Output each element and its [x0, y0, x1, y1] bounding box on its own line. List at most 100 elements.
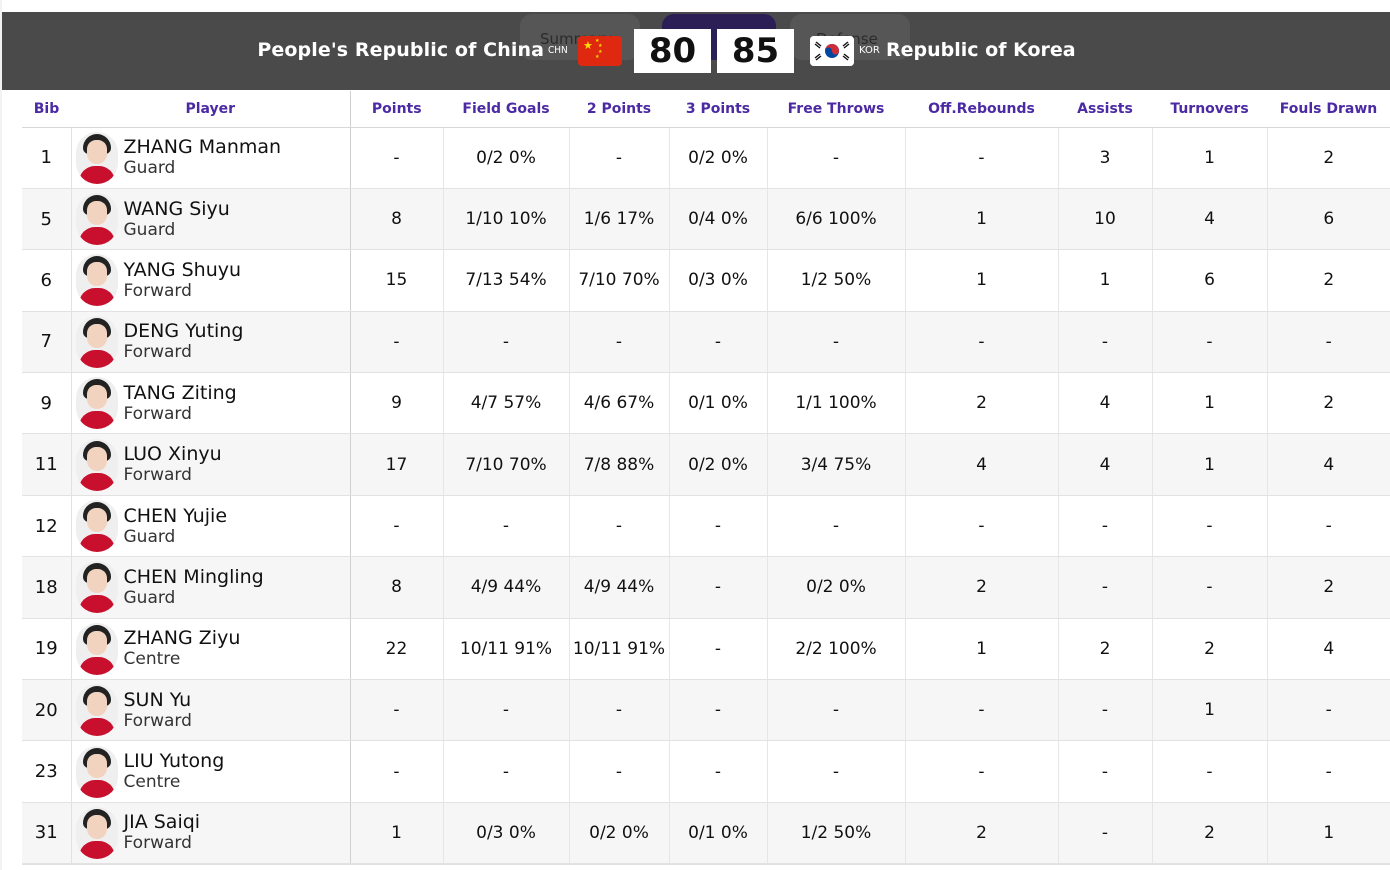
points-cell: 17 — [350, 433, 444, 496]
column-header-assists[interactable]: Assists — [1058, 91, 1152, 128]
points-cell: - — [350, 127, 444, 189]
player-name[interactable]: WANG Siyu — [123, 197, 230, 220]
player-cell[interactable]: TANG Ziting Forward — [71, 372, 351, 435]
points-cell: 22 — [350, 618, 444, 681]
player-photo-avatar — [75, 745, 118, 798]
fouls-drawn-cell: - — [1267, 740, 1390, 803]
player-text: CHEN Mingling Guard — [124, 566, 264, 609]
player-cell[interactable]: WANG Siyu Guard — [71, 188, 351, 251]
field-goals-cell: 7/10 70% — [443, 433, 570, 496]
face-shape — [86, 139, 107, 164]
player-cell[interactable]: ZHANG Manman Guard — [71, 127, 351, 189]
player-cell[interactable]: LUO Xinyu Forward — [71, 433, 351, 496]
player-name[interactable]: LIU Yutong — [123, 750, 225, 773]
player-cell[interactable]: SUN Yu Forward — [71, 679, 351, 742]
off-rebounds-cell: - — [905, 127, 1059, 189]
face-shape — [86, 630, 107, 655]
player-name[interactable]: DENG Yuting — [123, 320, 244, 343]
bib-cell: 6 — [22, 249, 72, 312]
table-row: 31 JIA Saiqi Forward 1 0/3 0% 0/2 0% 0/1 0% 1/2… — [22, 802, 1390, 865]
player-cell[interactable]: JIA Saiqi Forward — [71, 802, 351, 865]
jersey-shape — [78, 718, 115, 737]
fouls-drawn-cell: 2 — [1267, 127, 1390, 189]
column-header-fouls-drawn[interactable]: Fouls Drawn — [1267, 91, 1390, 128]
two-points-cell: - — [569, 311, 670, 374]
player-name[interactable]: SUN Yu — [123, 688, 192, 711]
bib-cell: 19 — [22, 618, 72, 681]
player-name[interactable]: ZHANG Ziyu — [123, 627, 241, 650]
player-name[interactable]: LUO Xinyu — [123, 443, 222, 466]
table-row: 11 LUO Xinyu Forward 17 7/10 70% 7/8 88% 0/2 0… — [22, 433, 1390, 496]
player-info: ZHANG Ziyu Centre — [75, 619, 350, 679]
field-goals-cell: 1/10 10% — [443, 188, 570, 251]
player-position: Centre — [123, 772, 181, 793]
column-header-free-throws[interactable]: Free Throws — [767, 91, 905, 128]
jersey-shape — [78, 349, 115, 368]
column-header-field-goals[interactable]: Field Goals — [443, 91, 569, 128]
player-cell[interactable]: ZHANG Ziyu Centre — [71, 618, 351, 681]
player-cell[interactable]: YANG Shuyu Forward — [71, 249, 351, 312]
player-cell[interactable]: DENG Yuting Forward — [71, 311, 351, 374]
three-points-cell: - — [669, 618, 768, 681]
player-info: CHEN Mingling Guard — [75, 557, 350, 617]
jersey-shape — [78, 165, 115, 184]
free-throws-cell: - — [767, 679, 906, 742]
player-name[interactable]: YANG Shuyu — [123, 258, 242, 281]
fouls-drawn-cell: 2 — [1267, 556, 1390, 619]
player-photo-avatar — [75, 500, 118, 553]
table-row: 19 ZHANG Ziyu Centre 22 10/11 91% 10/11 91% -2… — [22, 618, 1390, 681]
player-cell[interactable]: CHEN Mingling Guard — [71, 556, 351, 619]
column-header-player[interactable]: Player — [71, 91, 351, 128]
player-position: Guard — [123, 526, 176, 547]
free-throws-cell: 1/1 100% — [767, 372, 906, 435]
column-header-bib[interactable]: Bib — [22, 91, 71, 128]
assists-cell: - — [1058, 495, 1153, 558]
fouls-drawn-cell: 1 — [1267, 802, 1390, 865]
assists-cell: 1 — [1058, 249, 1153, 312]
player-name[interactable]: TANG Ziting — [123, 381, 237, 404]
face-shape — [86, 446, 107, 471]
table-row: 6 YANG Shuyu Forward 15 7/13 54% 7/10 70% 0/3 … — [22, 249, 1390, 312]
jersey-shape — [78, 288, 115, 307]
player-cell[interactable]: CHEN Yujie Guard — [71, 495, 351, 558]
points-cell: - — [350, 311, 444, 374]
column-header-2-points[interactable]: 2 Points — [569, 91, 669, 128]
face-shape — [86, 508, 107, 533]
face-shape — [86, 262, 107, 287]
player-name[interactable]: JIA Saiqi — [123, 811, 201, 834]
team-left-code: CHN — [548, 45, 568, 56]
three-points-cell: - — [669, 679, 768, 742]
player-cell[interactable]: LIU Yutong Centre — [71, 740, 351, 803]
assists-cell: 3 — [1058, 127, 1153, 189]
jersey-shape — [78, 840, 115, 859]
points-cell: - — [350, 495, 444, 558]
player-name[interactable]: CHEN Mingling — [123, 565, 264, 588]
free-throws-cell: 1/2 50% — [767, 802, 906, 865]
off-rebounds-cell: - — [905, 679, 1059, 742]
team-right-name: Republic of Korea — [886, 39, 1076, 61]
two-points-cell: 1/6 17% — [569, 188, 670, 251]
table-row: 23 LIU Yutong Centre - - - - - - - - - — [22, 740, 1390, 803]
player-position: Forward — [123, 833, 192, 854]
table-row: 20 SUN Yu Forward - - - - - - -1- — [22, 679, 1390, 742]
turnovers-cell: 2 — [1152, 618, 1268, 681]
column-header-3-points[interactable]: 3 Points — [669, 91, 767, 128]
column-header-off-rebounds[interactable]: Off.Rebounds — [905, 91, 1058, 128]
free-throws-cell: 1/2 50% — [767, 249, 906, 312]
bib-cell: 7 — [22, 311, 72, 374]
points-cell: 9 — [350, 372, 444, 435]
column-header-points[interactable]: Points — [350, 91, 443, 128]
jersey-shape — [78, 595, 115, 614]
two-points-cell: 4/6 67% — [569, 372, 670, 435]
player-name[interactable]: CHEN Yujie — [123, 504, 228, 527]
player-text: WANG Siyu Guard — [124, 198, 230, 241]
jersey-shape — [78, 779, 115, 798]
assists-cell: 4 — [1058, 372, 1153, 435]
table-row: 5 WANG Siyu Guard 8 1/10 10% 1/6 17% 0/4 0% 6/6… — [22, 188, 1390, 251]
face-shape — [86, 753, 107, 778]
assists-cell: - — [1058, 740, 1153, 803]
player-name[interactable]: ZHANG Manman — [123, 136, 282, 159]
column-header-turnovers[interactable]: Turnovers — [1152, 91, 1267, 128]
free-throws-cell: - — [767, 740, 906, 803]
